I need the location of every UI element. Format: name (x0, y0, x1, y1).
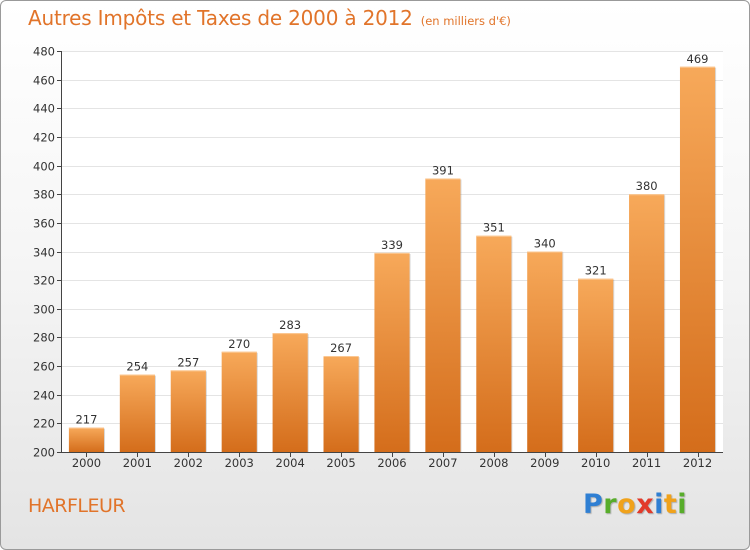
bar (68, 427, 105, 452)
y-tick-label: 360 (33, 217, 55, 231)
logo-letter: r (603, 489, 618, 520)
bar (527, 251, 563, 452)
bar-value-label: 270 (228, 337, 250, 351)
bar-group: 217 (68, 413, 106, 452)
x-tick-label: 2009 (530, 456, 559, 470)
bars: 217 254 257 270 283 267 339 391 351 340 321 380 469 (68, 52, 717, 453)
logo-letter: o (617, 489, 637, 520)
bar-group: 321 (578, 264, 615, 452)
y-tick-label: 300 (33, 303, 55, 317)
x-tick-label: 2007 (428, 456, 457, 470)
bar (425, 178, 461, 453)
bar-value-label: 267 (330, 341, 352, 355)
bar (170, 370, 206, 452)
bar-group: 267 (323, 341, 360, 452)
bar-group: 257 (170, 355, 207, 452)
bar-value-label: 217 (75, 413, 97, 427)
y-tick-label: 320 (33, 274, 55, 288)
bar-value-label: 340 (534, 237, 556, 251)
logo-letter: i (654, 489, 664, 520)
bar (629, 194, 665, 452)
y-tick-label: 280 (33, 331, 55, 345)
chart-title: Autres Impôts et Taxes de 2000 à 2012 (28, 6, 413, 30)
y-tick-label: 480 (33, 45, 55, 59)
proxiti-logo: Proxiti (583, 489, 687, 520)
x-tick-label: 2006 (377, 456, 406, 470)
bar-group: 380 (629, 179, 666, 452)
y-tick-label: 200 (33, 446, 55, 460)
logo-letter: i (677, 489, 688, 520)
bar-value-label: 321 (585, 264, 607, 278)
bar-value-label: 469 (687, 52, 709, 66)
y-tick-label: 400 (33, 160, 55, 174)
bar-group: 351 (476, 221, 513, 452)
x-tick-label: 2011 (632, 456, 661, 470)
bar-value-label: 351 (483, 221, 505, 235)
bar-group: 469 (679, 52, 717, 452)
bar (679, 66, 716, 452)
bar-group: 340 (527, 237, 564, 452)
bar-group: 254 (119, 360, 156, 452)
bar (323, 356, 359, 452)
x-tick-label: 2005 (326, 456, 355, 470)
y-tick-label: 240 (33, 389, 55, 403)
bar-value-label: 391 (432, 163, 454, 177)
x-tick-label: 2010 (581, 456, 610, 470)
x-tick-label: 2001 (123, 456, 152, 470)
chart-subtitle: (en milliers d'€) (420, 14, 511, 28)
logo-letter: t (663, 489, 678, 520)
logo-letter: P (583, 489, 604, 520)
bar-group: 270 (221, 337, 258, 452)
bar-group: 391 (425, 163, 462, 453)
x-tick-label: 2004 (276, 456, 305, 470)
bar (374, 252, 410, 452)
bar-value-label: 339 (381, 238, 403, 252)
bar-group: 283 (272, 318, 309, 452)
y-tick-label: 340 (33, 246, 55, 260)
bar-value-label: 257 (177, 355, 199, 369)
x-tick-label: 2000 (72, 456, 101, 470)
axes: 200 220 240 260 280 300 320 340 360 380 400 420 440 4… (33, 45, 723, 470)
x-tick-label: 2002 (174, 456, 203, 470)
bar-value-label: 254 (126, 360, 148, 374)
x-tick-label: 2008 (479, 456, 508, 470)
bar-value-label: 380 (636, 179, 658, 193)
bar-value-label: 283 (279, 318, 301, 332)
x-tick-label: 2003 (225, 456, 254, 470)
y-tick-label: 440 (33, 102, 55, 116)
y-tick-label: 220 (33, 417, 55, 431)
y-tick-label: 460 (33, 74, 55, 88)
bar-group: 339 (374, 238, 411, 452)
bar (272, 333, 308, 452)
y-tick-label: 420 (33, 131, 55, 145)
bar (221, 351, 257, 452)
x-tick-label: 2012 (683, 456, 712, 470)
bar (476, 235, 512, 452)
bar (119, 374, 155, 452)
bar (578, 278, 614, 452)
y-tick-label: 380 (33, 188, 55, 202)
city-name: HARFLEUR (28, 495, 126, 517)
chart-title-row: Autres Impôts et Taxes de 2000 à 2012 (en… (28, 6, 511, 30)
logo-letter: x (636, 489, 655, 520)
y-tick-label: 260 (33, 360, 55, 374)
